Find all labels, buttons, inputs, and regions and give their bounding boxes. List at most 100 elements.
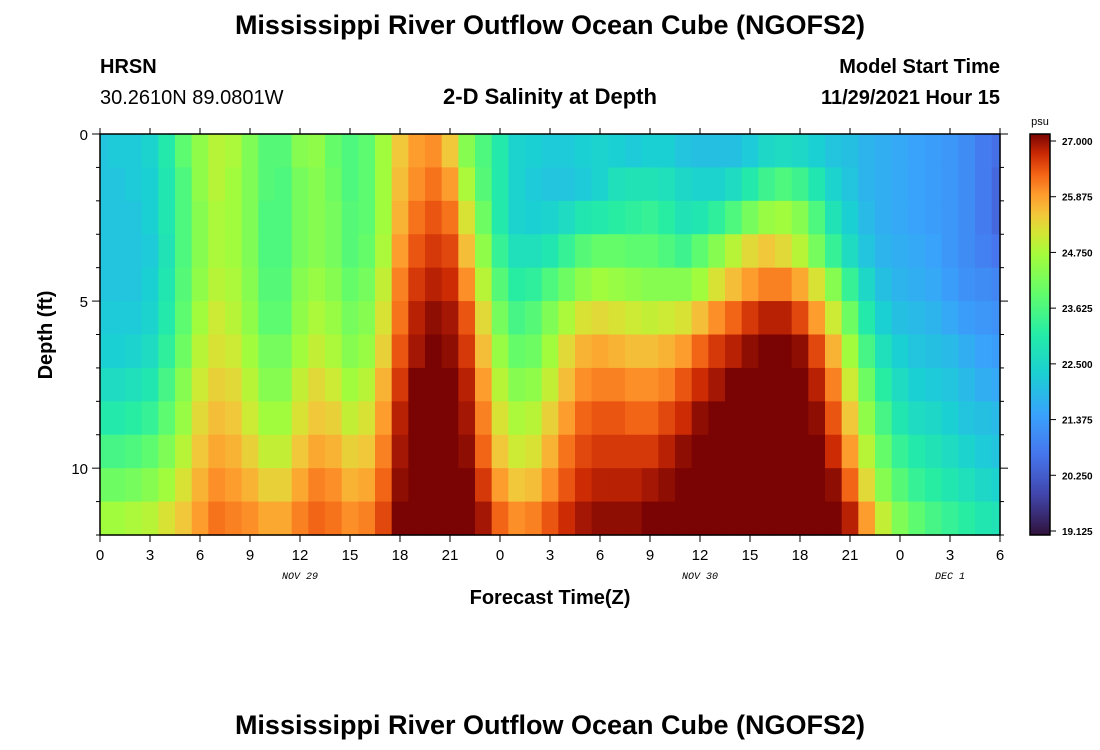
heatmap-cell <box>841 234 859 269</box>
heatmap-cell <box>258 367 276 402</box>
heatmap-cell <box>308 200 326 235</box>
heatmap-cell <box>375 367 393 402</box>
heatmap-cell <box>458 468 476 503</box>
heatmap-cell <box>441 501 459 536</box>
heatmap-cell <box>108 334 126 369</box>
heatmap-cell <box>475 468 493 503</box>
heatmap-cell <box>441 134 459 169</box>
heatmap-cell <box>758 200 776 235</box>
heatmap-cell <box>100 501 109 536</box>
heatmap-cell <box>100 401 109 436</box>
heatmap-cell <box>991 367 1001 402</box>
heatmap-cell <box>608 234 626 269</box>
heatmap-cell <box>808 334 826 369</box>
heatmap-cell <box>258 301 276 336</box>
heatmap-cell <box>575 434 593 469</box>
heatmap-cell <box>241 434 259 469</box>
heatmap-cell <box>708 234 726 269</box>
x-axis-label: Forecast Time(Z) <box>470 587 631 609</box>
heatmap-cell <box>825 434 843 469</box>
heatmap-cell <box>258 167 276 202</box>
heatmap-cell <box>408 167 426 202</box>
footer-title: Mississippi River Outflow Ocean Cube (NG… <box>234 710 866 740</box>
heatmap-cell <box>325 367 343 402</box>
heatmap-cell <box>725 334 743 369</box>
heatmap-cell <box>675 200 693 235</box>
heatmap-cell <box>275 234 293 269</box>
chart-title: Mississippi River Outflow Ocean Cube (NG… <box>234 10 866 40</box>
heatmap-cell <box>791 167 809 202</box>
heatmap-cell <box>208 234 226 269</box>
heatmap-cell <box>858 468 876 503</box>
heatmap-cell <box>741 234 759 269</box>
heatmap-cell <box>791 301 809 336</box>
heatmap-cell <box>475 367 493 402</box>
heatmap-cell <box>491 301 509 336</box>
heatmap-cell <box>208 401 226 436</box>
heatmap-cell <box>741 468 759 503</box>
heatmap-cell <box>341 434 359 469</box>
heatmap-cell <box>425 501 443 536</box>
heatmap-cell <box>525 200 543 235</box>
heatmap-cell <box>441 334 459 369</box>
heatmap-cell <box>708 501 726 536</box>
heatmap-cell <box>941 367 959 402</box>
heatmap-cell <box>325 167 343 202</box>
heatmap-cell <box>408 134 426 169</box>
heatmap-cell <box>591 468 609 503</box>
heatmap-cell <box>425 434 443 469</box>
heatmap-cell <box>691 401 709 436</box>
heatmap-cell <box>141 434 159 469</box>
colorbar-tick-label: 21.375 <box>1062 416 1093 427</box>
heatmap-cell <box>391 267 409 302</box>
heatmap-cell <box>758 167 776 202</box>
heatmap-cell <box>908 267 926 302</box>
heatmap-cell <box>108 234 126 269</box>
heatmap-cell <box>975 401 993 436</box>
heatmap-cell <box>525 267 543 302</box>
heatmap-cell <box>775 200 793 235</box>
heatmap-cell <box>325 200 343 235</box>
heatmap-cell <box>125 401 143 436</box>
heatmap-cell <box>541 434 559 469</box>
heatmap-cell <box>841 401 859 436</box>
heatmap-cell <box>925 301 943 336</box>
heatmap-cell <box>675 501 693 536</box>
heatmap-cell <box>100 234 109 269</box>
heatmap-cell <box>675 468 693 503</box>
heatmap-cell <box>291 234 309 269</box>
heatmap-cell <box>241 234 259 269</box>
heatmap-cell <box>675 434 693 469</box>
colorbar-tick-label: 19.125 <box>1062 527 1093 538</box>
heatmap-cell <box>558 367 576 402</box>
heatmap-cell <box>691 501 709 536</box>
heatmap-cell <box>341 334 359 369</box>
heatmap-cell <box>458 134 476 169</box>
heatmap-cell <box>100 267 109 302</box>
heatmap-cell <box>541 234 559 269</box>
heatmap-cell <box>941 200 959 235</box>
heatmap-cell <box>308 468 326 503</box>
heatmap-cell <box>541 167 559 202</box>
heatmap-cell <box>675 301 693 336</box>
heatmap-cell <box>358 301 376 336</box>
heatmap-cell <box>675 267 693 302</box>
heatmap-cell <box>158 367 176 402</box>
heatmap-cell <box>208 167 226 202</box>
heatmap-cell <box>441 401 459 436</box>
heatmap-cell <box>458 267 476 302</box>
station-name: HRSN <box>100 56 157 78</box>
heatmap-cell <box>341 367 359 402</box>
heatmap-cell <box>575 167 593 202</box>
heatmap-cell <box>725 234 743 269</box>
heatmap-cell <box>158 234 176 269</box>
heatmap-cell <box>258 334 276 369</box>
heatmap-cell <box>475 334 493 369</box>
heatmap-cell <box>508 267 526 302</box>
heatmap-cell <box>558 301 576 336</box>
heatmap-cell <box>708 367 726 402</box>
heatmap-cell <box>191 401 209 436</box>
heatmap-cell <box>708 301 726 336</box>
heatmap-cell <box>108 167 126 202</box>
heatmap-cell <box>725 468 743 503</box>
